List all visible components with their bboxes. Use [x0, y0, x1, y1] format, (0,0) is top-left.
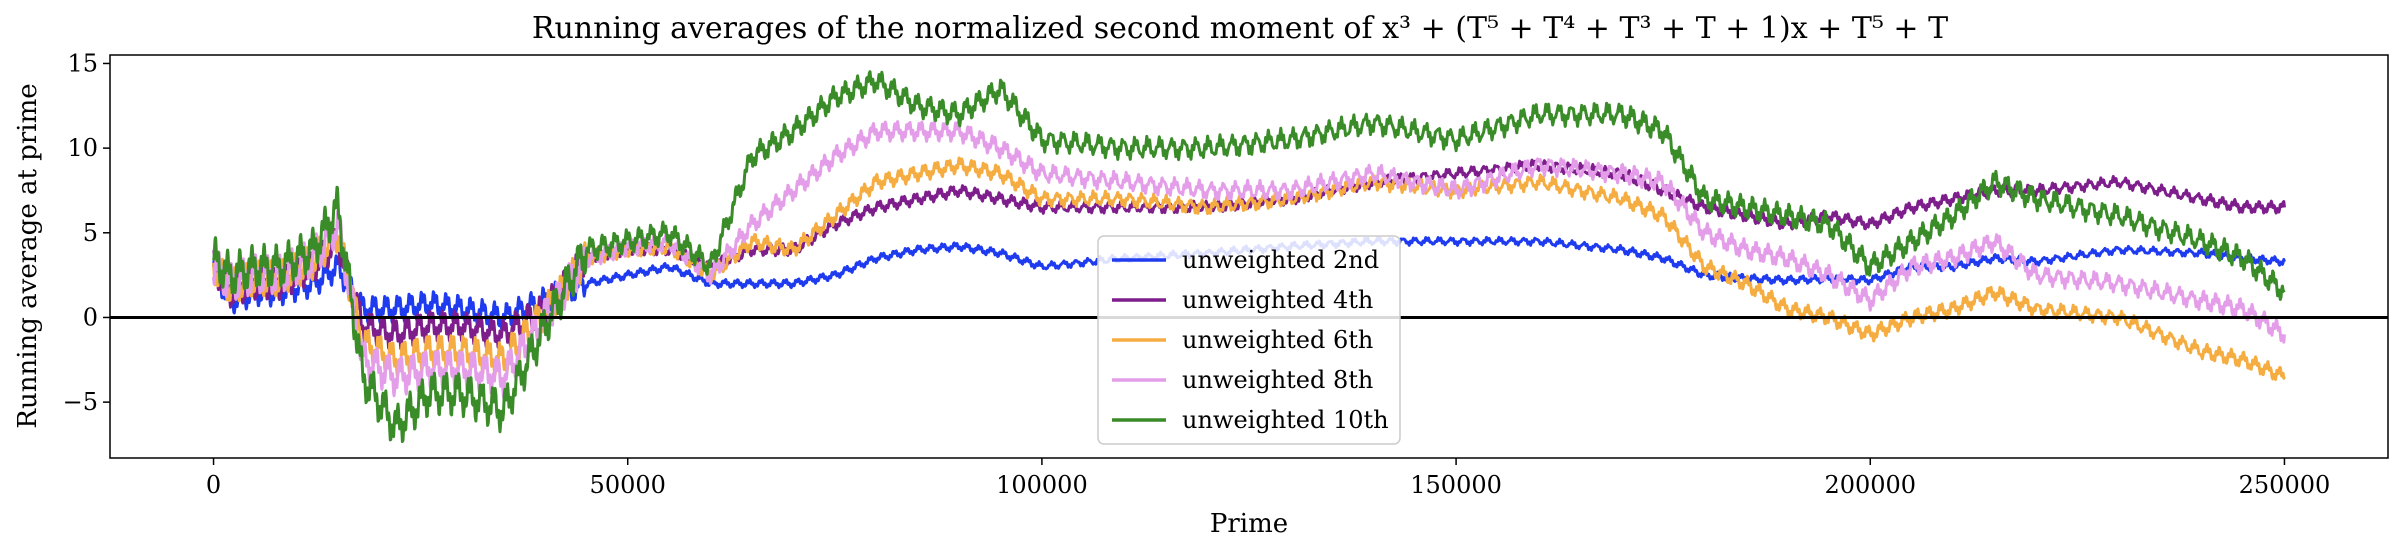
y-axis: −5 0 5 10 15	[63, 49, 110, 416]
x-tick-label: 200000	[1824, 471, 1916, 499]
x-axis-label: Prime	[1210, 509, 1288, 539]
legend-label: unweighted 4th	[1182, 286, 1373, 314]
y-tick-label: 0	[83, 303, 98, 331]
legend: unweighted 2nd unweighted 4th unweighted 6…	[1097, 235, 1401, 445]
series-line-2	[212, 158, 2286, 351]
y-axis-label: Running average at prime	[13, 83, 43, 428]
legend-label: unweighted 10th	[1182, 406, 1389, 434]
x-tick-label: 150000	[1410, 471, 1502, 499]
y-tick-label: 5	[83, 219, 98, 247]
series-line-4	[212, 120, 2286, 399]
x-tick-label: 100000	[996, 471, 1088, 499]
y-tick-label: 15	[67, 49, 98, 77]
legend-label: unweighted 2nd	[1182, 246, 1379, 274]
chart-title: Running averages of the normalized secon…	[532, 11, 1948, 46]
legend-label: unweighted 6th	[1182, 326, 1373, 354]
series-line-5	[212, 70, 2286, 443]
series-layer	[212, 70, 2286, 443]
plot-frame	[109, 54, 2389, 459]
x-axis: 0 50000 100000 150000 200000 250000	[206, 458, 2330, 499]
y-tick-label: 10	[67, 134, 98, 162]
legend-label: unweighted 8th	[1182, 366, 1373, 394]
x-tick-label: 250000	[2239, 471, 2331, 499]
y-tick-label: −5	[63, 388, 98, 416]
series-line-1	[212, 235, 2286, 332]
series-line-3	[212, 156, 2286, 381]
legend-box	[1097, 235, 1401, 445]
x-tick-label: 0	[206, 471, 221, 499]
x-tick-label: 50000	[590, 471, 666, 499]
